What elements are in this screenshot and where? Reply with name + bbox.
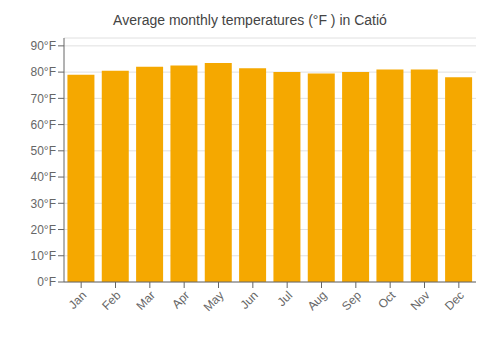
svg-text:Oct: Oct (375, 288, 399, 312)
svg-text:Jan: Jan (66, 288, 90, 312)
svg-text:Apr: Apr (169, 288, 192, 311)
svg-text:Jun: Jun (237, 288, 261, 312)
svg-text:Jul: Jul (275, 288, 296, 309)
svg-text:70°F: 70°F (31, 92, 56, 106)
svg-text:50°F: 50°F (31, 144, 56, 158)
svg-text:Dec: Dec (442, 288, 467, 313)
svg-text:Aug: Aug (305, 288, 330, 313)
svg-text:Sep: Sep (339, 288, 364, 313)
svg-text:90°F: 90°F (31, 39, 56, 53)
svg-text:May: May (201, 288, 227, 314)
svg-text:60°F: 60°F (31, 118, 56, 132)
svg-text:0°F: 0°F (37, 275, 56, 289)
svg-text:20°F: 20°F (31, 223, 56, 237)
svg-text:Mar: Mar (133, 288, 158, 313)
svg-text:30°F: 30°F (31, 197, 56, 211)
svg-text:10°F: 10°F (31, 249, 56, 263)
svg-text:80°F: 80°F (31, 65, 56, 79)
svg-text:40°F: 40°F (31, 170, 56, 184)
svg-text:Nov: Nov (408, 288, 433, 313)
svg-text:Feb: Feb (99, 288, 124, 313)
html-text:Average monthly temperatures (: Average monthly temperatures (°F ) in Ca… (113, 12, 387, 28)
